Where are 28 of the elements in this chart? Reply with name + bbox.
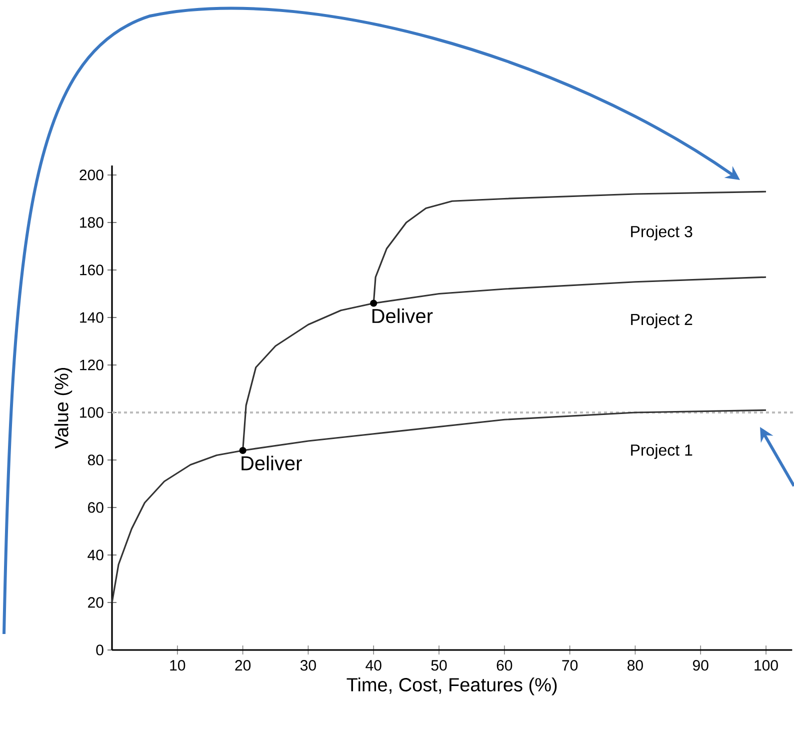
annotation: Deliver — [242, 456, 302, 470]
y-tick-label: 140 — [80, 312, 104, 323]
x-tick-label: 80 — [628, 660, 643, 671]
y-tick-label: 160 — [80, 264, 104, 276]
x-tick-label: 10 — [170, 660, 186, 671]
annotation: Deliver — [372, 308, 433, 324]
y-tick-label: 20 — [88, 597, 104, 608]
y-tick-label: 200 — [80, 170, 104, 180]
series-label: Project 3 — [631, 226, 692, 240]
x-tick-label: 60 — [496, 660, 512, 671]
y-tick-label: 0 — [96, 644, 104, 656]
y-tick-label: 60 — [88, 502, 104, 513]
y-tick-label: 100 — [80, 407, 104, 418]
y-tick-label: 40 — [88, 550, 104, 560]
x-tick-label: 30 — [300, 660, 316, 671]
series-label: Project 1 — [631, 444, 692, 459]
x-tick-label: 100 — [754, 660, 778, 671]
y-axis-title: Value (%) — [54, 368, 72, 449]
x-tick-label: 90 — [692, 660, 708, 671]
x-tick-label: 40 — [366, 660, 382, 671]
y-tick-label: 80 — [88, 454, 104, 466]
series-label: Project 2 — [631, 313, 692, 328]
y-tick-label: 120 — [80, 360, 104, 370]
x-tick-label: 50 — [431, 660, 447, 671]
x-tick-label: 20 — [235, 660, 251, 671]
x-axis-title: Time, Cost, Features (%) — [346, 678, 557, 696]
x-tick-label: 70 — [562, 660, 578, 671]
y-tick-label: 180 — [80, 217, 104, 228]
